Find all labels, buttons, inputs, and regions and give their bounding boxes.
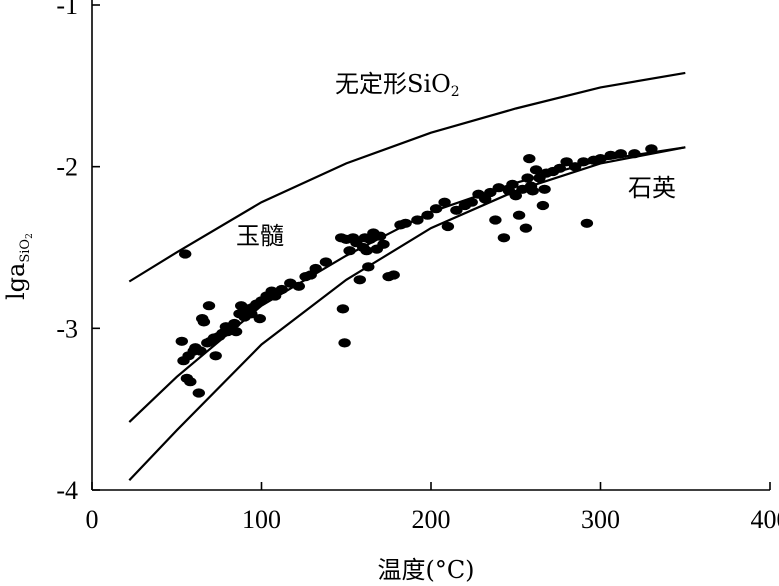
y-tick-label: -3: [56, 314, 78, 343]
data-point: [577, 157, 590, 167]
data-point: [377, 239, 390, 249]
data-point: [628, 149, 641, 159]
x-axis-title: 温度(°C): [377, 556, 474, 584]
data-point: [209, 351, 222, 361]
x-tick-label: 200: [412, 505, 451, 534]
data-point: [202, 301, 216, 311]
data-point: [536, 200, 550, 211]
y-axis-title-main: lga: [2, 263, 30, 300]
data-point: [179, 249, 192, 259]
data-point: [229, 327, 243, 337]
data-points: [175, 144, 658, 398]
data-point: [228, 318, 241, 329]
data-point: [580, 218, 594, 228]
data-point: [553, 163, 566, 173]
x-tick-label: 100: [242, 505, 281, 534]
data-point: [594, 154, 607, 164]
data-point: [338, 338, 351, 348]
data-point: [411, 215, 424, 225]
data-point: [373, 231, 387, 241]
data-point: [197, 317, 211, 327]
curve-label-1: 玉髓: [236, 222, 284, 250]
x-tick-label: 400: [751, 505, 779, 534]
y-tick-label: -1: [56, 0, 78, 20]
data-point: [560, 157, 573, 167]
data-point: [360, 246, 373, 256]
data-point: [336, 304, 350, 314]
curve-label-subscript: 2: [451, 84, 460, 100]
data-point: [492, 183, 505, 193]
data-point: [568, 162, 582, 172]
data-point: [521, 173, 534, 183]
data-point: [526, 186, 539, 196]
data-point: [268, 291, 282, 301]
data-point: [604, 150, 617, 160]
data-point: [489, 215, 502, 225]
data-point: [343, 246, 356, 256]
data-point: [497, 233, 511, 243]
data-point: [175, 336, 188, 346]
data-point: [309, 263, 322, 274]
data-point: [275, 284, 288, 295]
curves: [128, 71, 686, 482]
data-point: [614, 149, 627, 159]
data-point: [509, 191, 522, 201]
data-point: [512, 210, 526, 220]
data-point: [438, 197, 451, 207]
data-point: [319, 257, 333, 267]
data-point: [353, 275, 366, 285]
axes: 0 100 200 300 400 -1 -2 -3 -4: [56, 0, 779, 534]
data-point: [192, 388, 205, 398]
data-point: [529, 165, 543, 175]
curve-0: [128, 71, 686, 283]
data-point: [399, 218, 412, 228]
data-point: [253, 314, 266, 324]
data-point: [538, 184, 551, 194]
data-point: [506, 179, 519, 189]
x-tick-label: 0: [86, 505, 99, 534]
data-point: [387, 270, 400, 280]
curve-2: [128, 146, 686, 482]
y-axis-title-subsub: 2: [25, 233, 35, 239]
data-point: [450, 205, 463, 215]
data-point: [421, 210, 434, 220]
y-tick-label: -4: [56, 476, 78, 505]
data-point: [429, 204, 443, 214]
data-point: [362, 262, 375, 272]
y-axis-title-sub: SiO: [18, 239, 33, 263]
curve-1: [128, 146, 686, 423]
data-point: [645, 144, 658, 154]
data-point: [292, 281, 305, 291]
data-point: [519, 223, 533, 233]
x-tick-label: 300: [581, 505, 620, 534]
data-point: [523, 154, 536, 164]
y-tick-label: -2: [56, 153, 78, 182]
curve-label-2: 石英: [628, 174, 676, 202]
curve-label-0: 无定形SiO2: [335, 70, 460, 100]
data-point: [484, 187, 497, 198]
data-point: [184, 377, 197, 387]
data-point: [441, 221, 455, 232]
y-axis-title: lgaSiO2: [2, 233, 35, 300]
data-point: [194, 346, 207, 356]
data-point: [465, 197, 478, 207]
